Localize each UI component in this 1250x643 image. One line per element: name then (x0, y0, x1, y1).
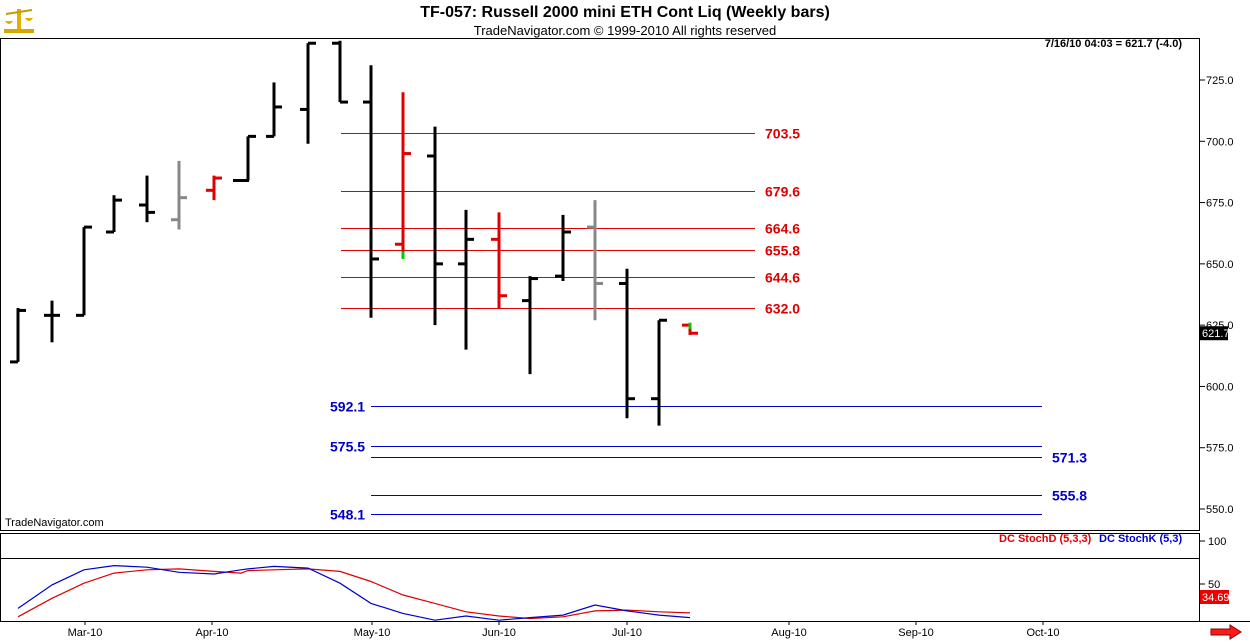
chart-title: TF-057: Russell 2000 mini ETH Cont Liq (… (420, 4, 830, 21)
stoch-panel-frame (0, 533, 1200, 622)
y-tick-label: 650.0 (1206, 259, 1234, 271)
legend-stochd: DC StochD (5,3,3) (999, 533, 1092, 545)
stochk-line (17, 564, 691, 621)
price-panel-frame (0, 38, 1200, 531)
support-label: 575.5 (330, 439, 365, 455)
resistance-label: 703.5 (765, 126, 800, 142)
y-tick-label: 550.0 (1206, 504, 1234, 516)
y-tick-label: 600.0 (1206, 381, 1234, 393)
scales-logo-icon[interactable] (3, 3, 35, 35)
ohlc-bar (76, 225, 92, 317)
ohlc-bar (427, 126, 443, 326)
x-tick-label: Oct-10 (1026, 627, 1059, 639)
ohlc-bar (106, 195, 122, 234)
stochd-line (17, 568, 691, 620)
ohlc-bar (206, 175, 222, 201)
x-tick-label: Jul-10 (612, 627, 642, 639)
x-tick-label: Mar-10 (68, 627, 103, 639)
ohlc-bar (651, 318, 667, 426)
ohlc-bar (240, 134, 256, 183)
ohlc-bar (491, 212, 507, 308)
ohlc-bar (171, 160, 187, 230)
chart-header: TF-057: Russell 2000 mini ETH Cont Liq (… (0, 0, 1250, 40)
ohlc-bar (44, 300, 60, 343)
support-label: 555.8 (1052, 488, 1087, 504)
support-label: 548.1 (330, 507, 365, 523)
ohlc-bar (266, 82, 282, 138)
resistance-label: 664.6 (765, 221, 800, 237)
ohlc-bar (522, 276, 538, 375)
ohlc-bar (587, 200, 603, 321)
ohlc-bar (619, 268, 635, 419)
resistance-label: 644.6 (765, 270, 800, 286)
x-tick-label: Aug-10 (771, 627, 806, 639)
stoch-last-box (1200, 590, 1229, 604)
ohlc-bar (555, 214, 571, 282)
support-label: 571.3 (1052, 450, 1087, 466)
last-price-label: 621.7 (1202, 328, 1230, 340)
ohlc-bar (395, 92, 411, 255)
y-tick-label: 725.0 (1206, 75, 1234, 87)
resistance-label: 679.6 (765, 184, 800, 200)
y-tick-label: 575.0 (1206, 443, 1234, 455)
ohlc-bar (363, 65, 379, 318)
ohlc-bar (332, 40, 348, 104)
copyright-subtitle: TradeNavigator.com © 1999-2010 All right… (473, 23, 777, 38)
watermark: TradeNavigator.com (5, 517, 104, 529)
ohlc-bar (458, 209, 474, 350)
x-tick-label: Apr-10 (195, 627, 228, 639)
red-right-arrow-icon[interactable] (1210, 624, 1242, 640)
ohlc-bar (10, 307, 26, 364)
resistance-label: 655.8 (765, 243, 800, 259)
ohlc-bar (300, 41, 316, 144)
y-tick-label: 675.0 (1206, 198, 1234, 210)
stoch-y-label: 50 (1208, 579, 1220, 591)
stoch-y-label: 100 (1208, 536, 1226, 548)
last-price-box (1200, 326, 1228, 341)
x-tick-label: Jun-10 (482, 627, 516, 639)
x-tick-label: May-10 (354, 627, 391, 639)
support-label: 592.1 (330, 399, 365, 415)
legend-stochk: DC StochK (5,3) (1099, 533, 1183, 545)
last-quote: 7/16/10 04:03 = 621.7 (-4.0) (1044, 38, 1182, 50)
x-tick-label: Sep-10 (898, 627, 933, 639)
y-tick-label: 700.0 (1206, 136, 1234, 148)
resistance-label: 632.0 (765, 301, 800, 317)
stoch-last-label: 34.69 (1202, 592, 1230, 604)
ohlc-bar (139, 175, 155, 223)
